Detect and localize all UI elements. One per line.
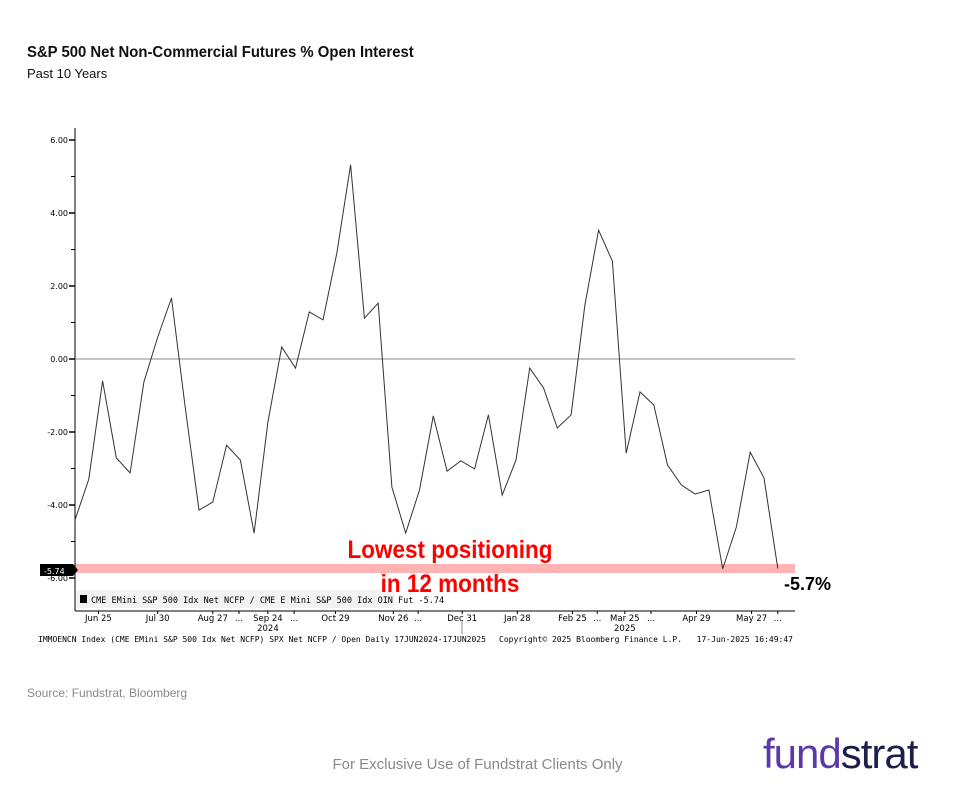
- x-tick-label: ...: [593, 614, 601, 624]
- y-tick-label: -6.00: [47, 574, 68, 583]
- legend-swatch: [80, 595, 87, 603]
- x-tick-label: Dec 31: [447, 614, 477, 624]
- series-line: [74, 164, 779, 570]
- x-tick-label: Jun 25: [84, 614, 112, 624]
- x-tick-label: ...: [647, 614, 655, 624]
- x-tick-label: Oct 29: [321, 614, 349, 624]
- annotation-line-2: in 12 months: [380, 570, 520, 598]
- x-tick-label: May 27: [736, 614, 767, 624]
- x-tick-label: Sep 24: [253, 614, 283, 624]
- x-tick-label: ...: [774, 614, 782, 624]
- logo-part-1: fund: [763, 730, 842, 777]
- legend-box: [76, 590, 394, 608]
- y-tick-label: -4.00: [47, 501, 68, 510]
- x-tick-label: Aug 27: [198, 614, 228, 624]
- annotation-line-1: Lowest positioning: [347, 536, 553, 564]
- chart-title: S&P 500 Net Non-Commercial Futures % Ope…: [27, 44, 414, 61]
- x-tick-label: Jan 28: [503, 614, 531, 624]
- x-tick-label: Mar 25: [610, 614, 640, 624]
- y-tick-label: 0.00: [50, 355, 68, 364]
- source-note: Source: Fundstrat, Bloomberg: [27, 686, 188, 700]
- exclusive-note: For Exclusive Use of Fundstrat Clients O…: [332, 756, 623, 773]
- footer-mid: Copyright© 2025 Bloomberg Finance L.P.: [499, 635, 682, 644]
- logo-part-2: strat: [840, 730, 919, 777]
- x-tick-label: Feb 25: [558, 614, 587, 624]
- y-tick-label: 6.00: [50, 136, 68, 145]
- legend-label: CME EMini S&P 500 Idx Net NCFP / CME E M…: [91, 596, 444, 606]
- footer-right: 17-Jun-2025 16:49:47: [697, 635, 794, 644]
- last-value-tag: [40, 564, 78, 576]
- x-tick-label: ...: [414, 614, 422, 624]
- last-value-label: -5.74: [44, 567, 65, 576]
- x-tick-label: ...: [235, 614, 243, 624]
- x-year-label: 2025: [614, 624, 636, 634]
- x-tick-label: Apr 29: [682, 614, 710, 624]
- footer-left: IMMOENCN Index (CME EMini S&P 500 Idx Ne…: [38, 635, 486, 644]
- last-value-annotation: -5.7%: [784, 574, 832, 594]
- y-tick-label: -2.00: [47, 428, 68, 437]
- y-tick-label: 4.00: [50, 209, 68, 218]
- chart-subtitle: Past 10 Years: [27, 66, 108, 81]
- y-tick-label: 2.00: [50, 282, 68, 291]
- x-year-label: 2024: [257, 624, 279, 634]
- lowest-highlight-band: [75, 564, 795, 573]
- x-tick-label: Nov 26: [378, 614, 408, 624]
- fundstrat-logo: fundstrat: [763, 730, 919, 778]
- x-tick-label: ...: [290, 614, 298, 624]
- x-tick-label: Jul 30: [145, 614, 170, 624]
